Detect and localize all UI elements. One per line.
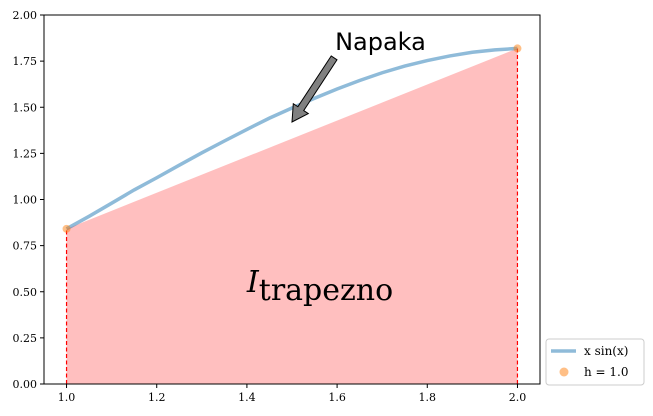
integral-symbol: I [246,265,260,300]
legend-marker-swatch [559,367,569,377]
x-tick-label: 1.0 [58,391,76,404]
trapezoid-fill [66,48,518,384]
x-tick-label: 1.6 [328,391,346,404]
x-tick-label: 1.4 [238,391,256,404]
series-line-x-sin-x [65,46,518,231]
y-tick-label: 2.00 [13,9,38,22]
y-tick-label: 0.00 [13,378,38,391]
error-arrow [291,55,338,123]
x-tick-label: 1.2 [148,391,166,404]
trapezoid-integral-label: Itrapezno [246,265,393,308]
legend: x sin(x) h = 1.0 [545,338,645,386]
integral-subscript: trapezno [259,273,393,308]
sample-points-layer [62,44,522,233]
error-annotation-label: Napaka [335,28,426,56]
x-tick-label: 2.0 [509,391,527,404]
y-tick-label: 1.50 [13,101,38,114]
sample-point-marker [513,44,522,53]
y-ticks: 0.00 0.25 0.50 0.75 1.00 1.25 1.50 1.75 2.00 [13,9,44,391]
y-tick-label: 0.25 [13,332,38,345]
annotations: Napaka Itrapezno [246,28,426,308]
x-ticks: 1.0 1.2 1.4 1.6 1.8 2.0 [58,384,526,404]
y-tick-label: 1.25 [13,147,38,160]
trapezoid-region [65,48,519,384]
y-tick-label: 0.50 [13,286,38,299]
legend-label-h: h = 1.0 [584,365,629,379]
sample-point-marker [62,224,71,233]
y-tick-label: 1.75 [13,55,38,68]
y-tick-label: 0.75 [13,240,38,253]
x-tick-label: 1.8 [419,391,437,404]
function-curve-layer [65,46,518,231]
y-tick-label: 1.00 [13,194,38,207]
legend-label-x-sin-x: x sin(x) [584,344,628,358]
